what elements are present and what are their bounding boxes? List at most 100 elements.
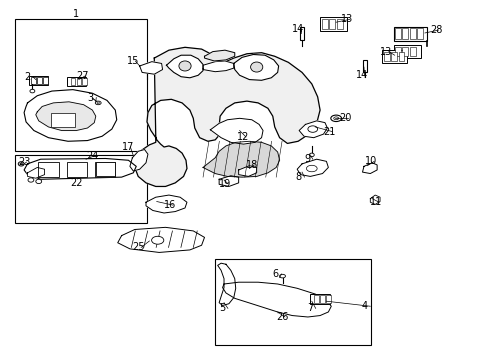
- Text: 11: 11: [369, 197, 382, 207]
- Polygon shape: [24, 90, 117, 141]
- Text: 7: 7: [306, 303, 312, 314]
- Text: 14: 14: [355, 70, 367, 80]
- Text: 9: 9: [304, 154, 309, 164]
- Text: 3: 3: [87, 93, 93, 103]
- Bar: [363, 60, 366, 72]
- Ellipse shape: [30, 89, 35, 93]
- Polygon shape: [203, 141, 279, 177]
- Text: 2: 2: [24, 72, 30, 82]
- Bar: [381, 50, 407, 63]
- Bar: [319, 17, 346, 31]
- Text: 23: 23: [18, 157, 30, 167]
- Bar: [416, 28, 422, 39]
- Bar: [38, 162, 59, 177]
- Text: 6: 6: [272, 269, 278, 279]
- Text: 8: 8: [295, 172, 301, 182]
- Text: 20: 20: [339, 113, 351, 123]
- Polygon shape: [24, 158, 136, 179]
- Bar: [310, 294, 329, 304]
- Bar: [66, 162, 87, 177]
- Polygon shape: [362, 163, 376, 174]
- Bar: [402, 47, 407, 56]
- Text: 22: 22: [70, 178, 82, 188]
- Polygon shape: [204, 50, 234, 61]
- Text: 5: 5: [219, 303, 225, 314]
- Polygon shape: [130, 149, 148, 171]
- Bar: [300, 27, 304, 40]
- Polygon shape: [297, 159, 328, 176]
- Polygon shape: [146, 195, 186, 213]
- Bar: [82, 78, 86, 85]
- Ellipse shape: [279, 274, 285, 278]
- Polygon shape: [222, 282, 330, 317]
- Bar: [409, 28, 415, 39]
- Bar: [31, 77, 36, 84]
- Bar: [409, 47, 415, 56]
- Ellipse shape: [151, 236, 163, 244]
- Ellipse shape: [95, 101, 101, 105]
- Text: 26: 26: [276, 312, 288, 322]
- Polygon shape: [203, 61, 233, 72]
- Text: 18: 18: [245, 160, 257, 170]
- Bar: [336, 19, 342, 29]
- Bar: [71, 78, 75, 85]
- Polygon shape: [210, 118, 263, 144]
- Text: 4: 4: [361, 301, 367, 311]
- Ellipse shape: [28, 178, 34, 182]
- Bar: [15, 19, 147, 151]
- Ellipse shape: [330, 115, 341, 122]
- Bar: [398, 52, 404, 61]
- Ellipse shape: [97, 102, 99, 104]
- Bar: [394, 45, 420, 58]
- Text: 12: 12: [237, 132, 249, 142]
- Text: 1: 1: [73, 9, 79, 19]
- Bar: [322, 19, 327, 29]
- Polygon shape: [369, 195, 379, 204]
- Ellipse shape: [250, 62, 262, 72]
- Bar: [215, 259, 370, 345]
- Text: 21: 21: [323, 127, 335, 136]
- Bar: [314, 295, 318, 303]
- Text: 10: 10: [365, 156, 377, 166]
- Text: 13: 13: [340, 14, 352, 24]
- Bar: [95, 162, 115, 177]
- Ellipse shape: [18, 162, 24, 166]
- Bar: [66, 77, 86, 86]
- Bar: [43, 77, 48, 84]
- Bar: [320, 295, 324, 303]
- Polygon shape: [299, 121, 327, 138]
- Bar: [51, 113, 75, 127]
- Bar: [383, 52, 389, 61]
- Polygon shape: [27, 167, 44, 178]
- Text: 19: 19: [219, 179, 231, 189]
- Polygon shape: [233, 54, 278, 80]
- Text: 13: 13: [379, 46, 391, 57]
- Polygon shape: [219, 176, 238, 186]
- Text: 24: 24: [86, 150, 98, 161]
- Bar: [96, 162, 115, 176]
- Bar: [390, 52, 396, 61]
- Ellipse shape: [307, 126, 317, 132]
- Text: 15: 15: [126, 56, 139, 66]
- Polygon shape: [217, 263, 235, 306]
- Bar: [29, 76, 48, 85]
- Text: 25: 25: [132, 242, 144, 252]
- Polygon shape: [140, 62, 162, 74]
- Text: 27: 27: [76, 71, 89, 81]
- Bar: [76, 78, 81, 85]
- Text: 14: 14: [292, 24, 304, 34]
- Ellipse shape: [20, 163, 22, 165]
- Ellipse shape: [306, 165, 317, 172]
- Polygon shape: [166, 55, 203, 78]
- Bar: [402, 28, 407, 39]
- Bar: [394, 28, 400, 39]
- Ellipse shape: [333, 117, 338, 120]
- Polygon shape: [135, 47, 320, 186]
- Bar: [394, 47, 400, 56]
- Bar: [329, 19, 334, 29]
- Text: 28: 28: [429, 25, 441, 35]
- Bar: [37, 77, 42, 84]
- Ellipse shape: [179, 61, 191, 71]
- Bar: [325, 295, 330, 303]
- Ellipse shape: [36, 179, 41, 184]
